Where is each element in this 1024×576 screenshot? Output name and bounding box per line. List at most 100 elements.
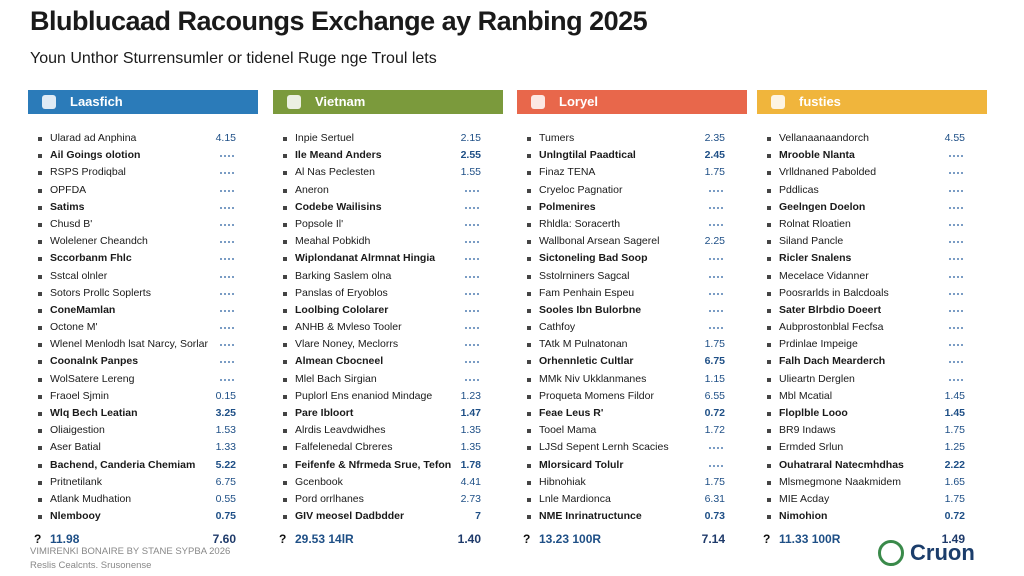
row-label: Mrooble Nlanta bbox=[779, 149, 855, 162]
row: Tumers 2.35 bbox=[517, 130, 747, 147]
row-label: Alrdis Leavdwidhes bbox=[295, 424, 386, 437]
row-label: Pddlicas bbox=[779, 183, 819, 196]
row: Vlare Noney, Meclorrs bbox=[273, 336, 503, 353]
row: Coonalnk Panpes bbox=[28, 353, 258, 370]
row-label: Lnle Mardionca bbox=[539, 492, 611, 505]
total-marker: ? bbox=[523, 532, 531, 547]
trend-dots bbox=[949, 378, 963, 381]
row-value: 4.15 bbox=[215, 132, 236, 144]
row-label: Hibnohiak bbox=[539, 475, 586, 488]
row-value: 2.55 bbox=[460, 149, 481, 162]
trend-dots bbox=[465, 344, 479, 347]
row-label: Pare Ibloort bbox=[295, 407, 354, 419]
row: Gcenbook 4.41 bbox=[273, 474, 503, 491]
trend-dots bbox=[220, 275, 234, 278]
trend-dots bbox=[465, 241, 479, 244]
row: Geelngen Doelon bbox=[757, 199, 987, 216]
trend-dots bbox=[465, 378, 479, 381]
row-value: 6.75 bbox=[704, 355, 725, 368]
row: Sstolrniners Sagcal bbox=[517, 268, 747, 285]
title: Blublucaad Racoungs Exchange ay Ranbing … bbox=[30, 6, 648, 36]
column-header: fusties bbox=[757, 90, 987, 114]
row: Aser Batial 1.33 bbox=[28, 439, 258, 456]
row-label: Falfelenedal Cbreres bbox=[295, 441, 393, 454]
row-label: Poosrarlds in Balcdoals bbox=[779, 286, 889, 299]
row-label: NME Inrinatructunce bbox=[539, 510, 642, 523]
row: MIE Acday 1.75 bbox=[757, 491, 987, 508]
row-value: 3.25 bbox=[215, 407, 236, 419]
row-label: Puplorl Ens enaniod Mindage bbox=[295, 389, 433, 402]
row-label: Pord orrlhanes bbox=[295, 492, 364, 505]
trend-dots bbox=[949, 292, 963, 295]
row-value: 1.75 bbox=[704, 338, 725, 351]
row: Falh Dach Mearderch bbox=[757, 353, 987, 370]
row-list: Ularad ad Anphina 4.15 Ail Goings olotion R… bbox=[28, 130, 258, 525]
row: Hibnohiak 1.75 bbox=[517, 474, 747, 491]
row-label: Proqueta Momens Fildor bbox=[539, 389, 654, 402]
row-label: RSPS Prodiqbal bbox=[50, 166, 126, 179]
trend-dots bbox=[465, 206, 479, 209]
row-label: Finaz TENA bbox=[539, 166, 596, 179]
trend-dots bbox=[949, 172, 963, 175]
row-label: Rhldla: Soracerth bbox=[539, 217, 621, 230]
row-label: Wallbonal Arsean Sagerel bbox=[539, 235, 660, 248]
row-label: Barking Saslem olna bbox=[295, 269, 392, 282]
row-label: Nlembooy bbox=[50, 510, 101, 523]
trend-dots bbox=[709, 258, 723, 261]
row-label: Pritnetilank bbox=[50, 475, 102, 488]
row: Fraoel Sjmin 0.15 bbox=[28, 388, 258, 405]
row: Satims bbox=[28, 199, 258, 216]
row-label: Ile Meand Anders bbox=[295, 149, 382, 162]
row-value: 1.75 bbox=[704, 475, 725, 488]
row: Barking Saslem olna bbox=[273, 268, 503, 285]
row-label: Sstcal olnler bbox=[50, 269, 108, 282]
footer-line: Reslis Cealcnts. Srusonense bbox=[30, 560, 152, 571]
row-value: 0.73 bbox=[704, 510, 725, 523]
row-label: OPFDA bbox=[50, 183, 87, 196]
row-label: Siland Pancle bbox=[779, 235, 844, 248]
row: Tooel Mama 1.72 bbox=[517, 422, 747, 439]
row: Sictoneling Bad Soop bbox=[517, 250, 747, 267]
row-label: Gcenbook bbox=[295, 475, 343, 488]
trend-dots bbox=[220, 155, 234, 158]
total-row: ? 13.23 100R 7.14 bbox=[517, 529, 747, 549]
trend-dots bbox=[220, 361, 234, 364]
row-value: 0.75 bbox=[215, 510, 236, 523]
row-label: Nimohion bbox=[779, 510, 828, 523]
trend-dots bbox=[465, 258, 479, 261]
trend-dots bbox=[949, 361, 963, 364]
column: Vietnam Inpie Sertuel 2.15 Ile Meand Anders… bbox=[273, 90, 503, 549]
row: Chusd B' bbox=[28, 216, 258, 233]
total-label: 29.53 14lR bbox=[295, 532, 354, 547]
row: Sater Blrbdio Doeert bbox=[757, 302, 987, 319]
row: Pritnetilank 6.75 bbox=[28, 474, 258, 491]
row-label: Mecelace Vidanner bbox=[779, 269, 869, 282]
row: Wallbonal Arsean Sagerel 2.25 bbox=[517, 233, 747, 250]
trend-dots bbox=[220, 172, 234, 175]
row: Mecelace Vidanner bbox=[757, 268, 987, 285]
row: Panslas of Eryoblos bbox=[273, 285, 503, 302]
row-label: MIE Acday bbox=[779, 492, 830, 505]
trend-dots bbox=[949, 241, 963, 244]
row-value: 1.75 bbox=[704, 166, 725, 179]
row: MMk Niv Ukklanmanes 1.15 bbox=[517, 371, 747, 388]
row-label: Fraoel Sjmin bbox=[50, 389, 109, 402]
row-label: Feae Leus R' bbox=[539, 407, 604, 419]
row: Ail Goings olotion bbox=[28, 147, 258, 164]
trend-dots bbox=[465, 292, 479, 295]
trend-dots bbox=[220, 327, 234, 330]
row-label: Aneron bbox=[295, 183, 329, 196]
row-label: Sotors Prollc Soplerts bbox=[50, 286, 151, 299]
trend-dots bbox=[709, 223, 723, 226]
row: Sstcal olnler bbox=[28, 268, 258, 285]
trend-dots bbox=[709, 464, 723, 467]
trend-dots bbox=[465, 275, 479, 278]
total-marker: ? bbox=[279, 532, 287, 547]
row: Meahal Pobkidh bbox=[273, 233, 503, 250]
row-label: Falh Dach Mearderch bbox=[779, 355, 886, 368]
row-value: 1.23 bbox=[460, 389, 481, 402]
row-label: Tooel Mama bbox=[539, 424, 597, 437]
trend-dots bbox=[949, 206, 963, 209]
row-value: 1.35 bbox=[460, 441, 481, 454]
row: Feae Leus R' 0.72 bbox=[517, 405, 747, 422]
